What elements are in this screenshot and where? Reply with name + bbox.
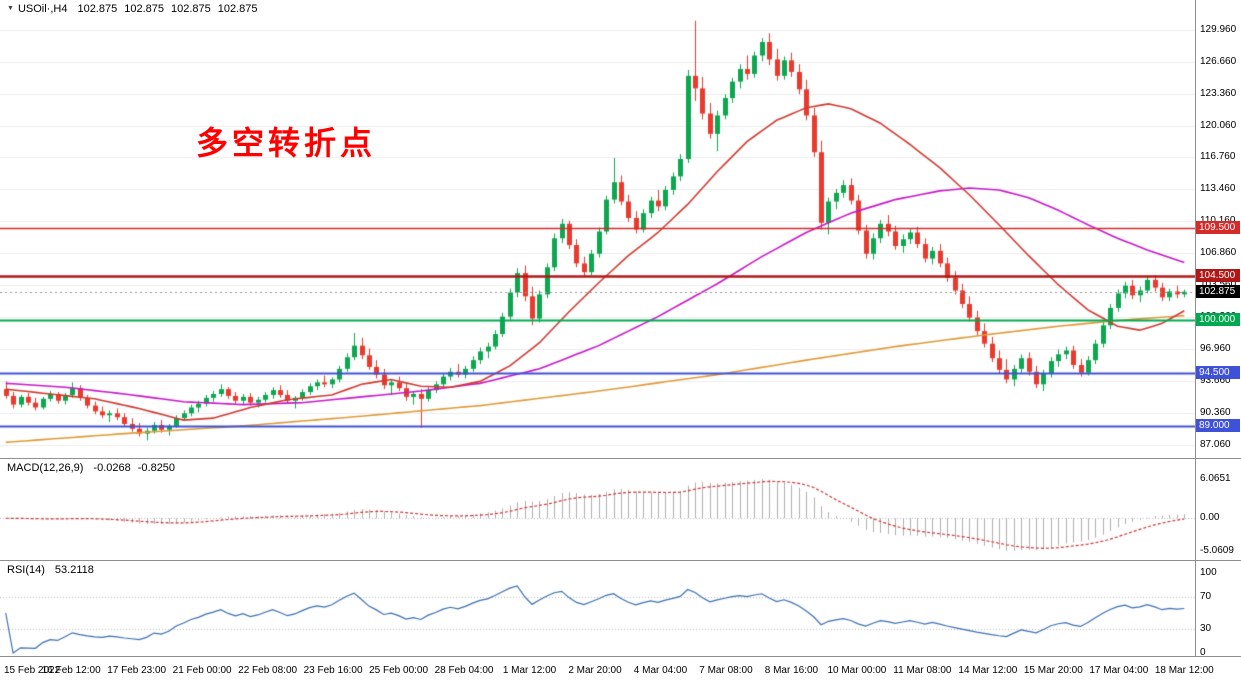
macd-canvas[interactable] (0, 459, 1196, 560)
date-label: 1 Mar 12:00 (502, 665, 557, 676)
date-label: 16 Feb 12:00 (41, 665, 101, 676)
macd-header: MACD(12,26,9) -0.0268 -0.8250 (7, 462, 182, 474)
rsi-value: 53.2118 (54, 564, 94, 576)
rsi-panel: RSI(14) 53.2118 100 70 30 0 (0, 560, 1241, 656)
date-label: 4 Mar 04:00 (633, 665, 688, 676)
price-chart-canvas[interactable] (0, 0, 1196, 458)
date-label: 25 Feb 00:00 (369, 665, 429, 676)
rsi-axis-label: 0 (1200, 647, 1206, 656)
rsi-header: RSI(14) 53.2118 (7, 564, 101, 576)
date-label: 23 Feb 16:00 (303, 665, 363, 676)
date-label: 14 Mar 12:00 (958, 665, 1018, 676)
low-value: 102.875 (170, 3, 211, 15)
rsi-axis-label: 30 (1200, 623, 1212, 634)
price-level-tag: 109.500 (1196, 220, 1240, 234)
price-axis-label: 90.360 (1200, 406, 1231, 418)
price-axis-label: 96.960 (1200, 342, 1231, 354)
price-chart-panel: ▼ USOil·,H4 102.875 102.875 102.875 102.875 多… (0, 0, 1241, 458)
macd-panel: MACD(12,26,9) -0.0268 -0.8250 6.0651 0.00 -5… (0, 458, 1241, 560)
date-label: 10 Mar 00:00 (827, 665, 887, 676)
price-axis-label: 126.660 (1200, 55, 1237, 67)
price-axis-label: 129.960 (1200, 23, 1237, 35)
price-axis-label: 123.360 (1200, 87, 1237, 99)
price-axis-label: 116.760 (1200, 151, 1236, 163)
price-level-tag: 89.000 (1196, 418, 1240, 432)
date-label: 28 Feb 04:00 (434, 665, 494, 676)
time-labels-row: 15 Feb 2022 16 Feb 12:00 17 Feb 23:00 21 Fe… (0, 657, 1241, 684)
rsi-axis[interactable]: 100 70 30 0 (1195, 561, 1241, 656)
date-label: 17 Feb 23:00 (107, 665, 167, 676)
macd-axis-label: -5.0609 (1200, 545, 1234, 556)
date-label: 11 Mar 08:00 (893, 665, 952, 676)
time-axis[interactable]: 15 Feb 2022 16 Feb 12:00 17 Feb 23:00 21 Fe… (0, 656, 1241, 684)
price-axis[interactable]: 129.960 126.660 123.360 120.060 116.760 113.4… (1195, 0, 1241, 458)
macd-axis-label: 6.0651 (1200, 473, 1231, 484)
macd-signal-value: -0.8250 (137, 462, 176, 474)
annotation-text[interactable]: 多空转折点 (196, 125, 377, 161)
date-label: 7 Mar 08:00 (699, 665, 753, 676)
price-level-tag: 94.500 (1196, 365, 1240, 379)
date-label: 15 Mar 20:00 (1023, 665, 1083, 676)
price-axis-label: 120.060 (1200, 119, 1237, 131)
symbol-timeframe-label: USOil·,H4 (17, 3, 68, 15)
date-label: 8 Mar 16:00 (764, 665, 819, 676)
close-value: 102.875 (217, 3, 258, 15)
rsi-label: RSI(14) (7, 564, 45, 576)
open-value: 102.875 (77, 3, 118, 15)
rsi-axis-label: 100 (1200, 567, 1217, 578)
macd-axis-label: 0.00 (1200, 512, 1220, 524)
price-axis-label: 103.560 (1200, 279, 1236, 290)
price-level-tag: 104.500 (1196, 269, 1240, 282)
price-axis-label: 113.460 (1200, 183, 1236, 195)
price-axis-label: 106.860 (1200, 247, 1237, 259)
date-label: 2 Mar 20:00 (568, 665, 622, 676)
price-axis-label: 87.060 (1200, 438, 1231, 450)
date-label: 21 Feb 00:00 (172, 665, 232, 676)
rsi-canvas[interactable] (0, 561, 1196, 656)
price-level-tag: 100.000 (1196, 312, 1240, 326)
macd-axis[interactable]: 6.0651 0.00 -5.0609 (1195, 459, 1241, 560)
high-value: 102.875 (124, 3, 164, 15)
date-label: 15 Feb 2022 (4, 665, 61, 676)
price-axis-label: 93.660 (1200, 374, 1231, 386)
macd-main-value: -0.0268 (93, 462, 131, 474)
rsi-axis-label: 70 (1200, 591, 1212, 602)
date-label: 18 Mar 12:00 (1154, 665, 1214, 676)
chart-title-bar: ▼ USOil·,H4 102.875 102.875 102.875 102.875 (7, 3, 265, 15)
date-label: 17 Mar 04:00 (1089, 665, 1149, 676)
macd-label: MACD(12,26,9) (7, 462, 84, 474)
current-price-tag: 102.875 (1196, 284, 1240, 298)
collapse-triangle-icon[interactable]: ▼ (7, 5, 14, 12)
date-label: 22 Feb 08:00 (238, 665, 298, 676)
